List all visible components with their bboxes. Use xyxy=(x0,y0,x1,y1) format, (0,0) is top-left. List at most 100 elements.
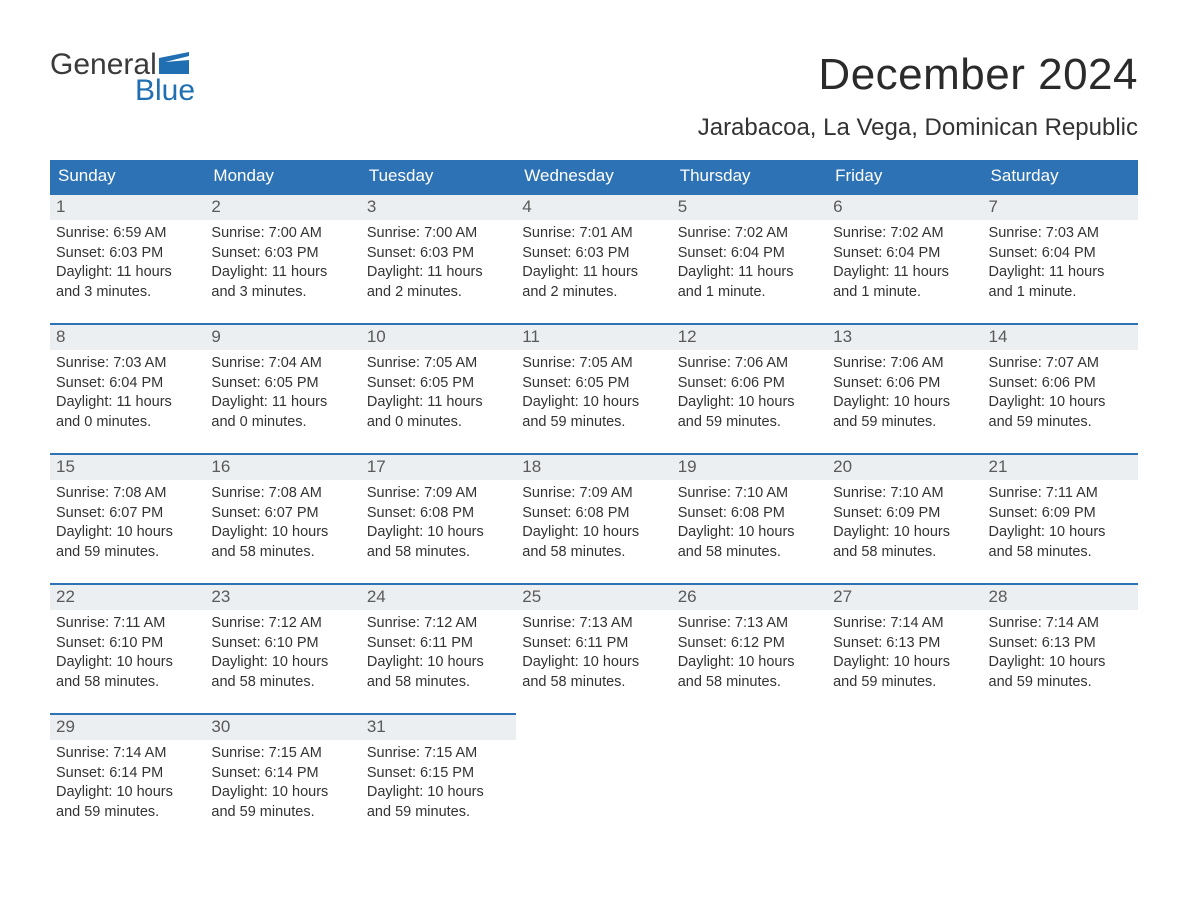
day-number: 22 xyxy=(50,583,205,610)
day-details: Sunrise: 7:12 AMSunset: 6:11 PMDaylight:… xyxy=(361,610,516,698)
sunrise-text: Sunrise: 7:04 AM xyxy=(211,354,354,374)
day-cell: 28Sunrise: 7:14 AMSunset: 6:13 PMDayligh… xyxy=(983,583,1138,713)
daylight-text: Daylight: 10 hours and 59 minutes. xyxy=(833,653,976,692)
day-cell: 1Sunrise: 6:59 AMSunset: 6:03 PMDaylight… xyxy=(50,193,205,323)
sunset-text: Sunset: 6:09 PM xyxy=(989,504,1132,524)
sunset-text: Sunset: 6:07 PM xyxy=(56,504,199,524)
weekday-header: Thursday xyxy=(672,160,827,193)
weekday-header: Wednesday xyxy=(516,160,671,193)
day-details: Sunrise: 7:03 AMSunset: 6:04 PMDaylight:… xyxy=(983,220,1138,308)
sunset-text: Sunset: 6:08 PM xyxy=(678,504,821,524)
weekday-header-row: Sunday Monday Tuesday Wednesday Thursday… xyxy=(50,160,1138,193)
sunrise-text: Sunrise: 7:11 AM xyxy=(989,484,1132,504)
calendar: Sunday Monday Tuesday Wednesday Thursday… xyxy=(50,160,1138,843)
day-cell: 8Sunrise: 7:03 AMSunset: 6:04 PMDaylight… xyxy=(50,323,205,453)
sunset-text: Sunset: 6:08 PM xyxy=(522,504,665,524)
sunrise-text: Sunrise: 6:59 AM xyxy=(56,224,199,244)
sunset-text: Sunset: 6:04 PM xyxy=(833,244,976,264)
day-details: Sunrise: 7:11 AMSunset: 6:09 PMDaylight:… xyxy=(983,480,1138,568)
sunrise-text: Sunrise: 7:03 AM xyxy=(989,224,1132,244)
daylight-text: Daylight: 10 hours and 58 minutes. xyxy=(367,523,510,562)
sunrise-text: Sunrise: 7:03 AM xyxy=(56,354,199,374)
sunrise-text: Sunrise: 7:07 AM xyxy=(989,354,1132,374)
daylight-text: Daylight: 10 hours and 58 minutes. xyxy=(56,653,199,692)
day-cell: 30Sunrise: 7:15 AMSunset: 6:14 PMDayligh… xyxy=(205,713,360,843)
sunrise-text: Sunrise: 7:12 AM xyxy=(367,614,510,634)
day-cell: 18Sunrise: 7:09 AMSunset: 6:08 PMDayligh… xyxy=(516,453,671,583)
day-number: 13 xyxy=(827,323,982,350)
day-details: Sunrise: 7:15 AMSunset: 6:15 PMDaylight:… xyxy=(361,740,516,828)
day-cell: 5Sunrise: 7:02 AMSunset: 6:04 PMDaylight… xyxy=(672,193,827,323)
daylight-text: Daylight: 10 hours and 58 minutes. xyxy=(211,523,354,562)
day-cell: 23Sunrise: 7:12 AMSunset: 6:10 PMDayligh… xyxy=(205,583,360,713)
sunset-text: Sunset: 6:11 PM xyxy=(367,634,510,654)
day-cell: 25Sunrise: 7:13 AMSunset: 6:11 PMDayligh… xyxy=(516,583,671,713)
daylight-text: Daylight: 10 hours and 58 minutes. xyxy=(211,653,354,692)
daylight-text: Daylight: 11 hours and 0 minutes. xyxy=(56,393,199,432)
day-number: 6 xyxy=(827,193,982,220)
week-row: 1Sunrise: 6:59 AMSunset: 6:03 PMDaylight… xyxy=(50,193,1138,323)
sunset-text: Sunset: 6:03 PM xyxy=(522,244,665,264)
sunset-text: Sunset: 6:06 PM xyxy=(833,374,976,394)
day-number: 5 xyxy=(672,193,827,220)
sunset-text: Sunset: 6:14 PM xyxy=(211,764,354,784)
sunrise-text: Sunrise: 7:05 AM xyxy=(367,354,510,374)
logo-word-blue: Blue xyxy=(135,76,195,106)
day-cell: 19Sunrise: 7:10 AMSunset: 6:08 PMDayligh… xyxy=(672,453,827,583)
day-number: 27 xyxy=(827,583,982,610)
day-details: Sunrise: 7:13 AMSunset: 6:12 PMDaylight:… xyxy=(672,610,827,698)
daylight-text: Daylight: 10 hours and 58 minutes. xyxy=(989,523,1132,562)
day-cell: 4Sunrise: 7:01 AMSunset: 6:03 PMDaylight… xyxy=(516,193,671,323)
day-number: 31 xyxy=(361,713,516,740)
day-details: Sunrise: 7:02 AMSunset: 6:04 PMDaylight:… xyxy=(672,220,827,308)
logo: General Blue xyxy=(50,50,195,106)
daylight-text: Daylight: 10 hours and 58 minutes. xyxy=(678,653,821,692)
day-cell xyxy=(672,713,827,843)
sunset-text: Sunset: 6:13 PM xyxy=(989,634,1132,654)
day-details: Sunrise: 7:10 AMSunset: 6:08 PMDaylight:… xyxy=(672,480,827,568)
daylight-text: Daylight: 11 hours and 0 minutes. xyxy=(367,393,510,432)
header-region: General Blue December 2024 Jarabacoa, La… xyxy=(50,50,1138,142)
sunset-text: Sunset: 6:08 PM xyxy=(367,504,510,524)
day-cell: 6Sunrise: 7:02 AMSunset: 6:04 PMDaylight… xyxy=(827,193,982,323)
day-details: Sunrise: 7:10 AMSunset: 6:09 PMDaylight:… xyxy=(827,480,982,568)
month-title: December 2024 xyxy=(698,50,1138,100)
day-number: 26 xyxy=(672,583,827,610)
sunset-text: Sunset: 6:07 PM xyxy=(211,504,354,524)
sunrise-text: Sunrise: 7:10 AM xyxy=(678,484,821,504)
daylight-text: Daylight: 10 hours and 59 minutes. xyxy=(678,393,821,432)
day-details: Sunrise: 7:09 AMSunset: 6:08 PMDaylight:… xyxy=(516,480,671,568)
day-number: 12 xyxy=(672,323,827,350)
sunrise-text: Sunrise: 7:15 AM xyxy=(211,744,354,764)
week-row: 29Sunrise: 7:14 AMSunset: 6:14 PMDayligh… xyxy=(50,713,1138,843)
sunset-text: Sunset: 6:04 PM xyxy=(678,244,821,264)
day-cell: 7Sunrise: 7:03 AMSunset: 6:04 PMDaylight… xyxy=(983,193,1138,323)
daylight-text: Daylight: 10 hours and 58 minutes. xyxy=(678,523,821,562)
weekday-header: Sunday xyxy=(50,160,205,193)
day-cell: 13Sunrise: 7:06 AMSunset: 6:06 PMDayligh… xyxy=(827,323,982,453)
day-number: 24 xyxy=(361,583,516,610)
day-cell: 16Sunrise: 7:08 AMSunset: 6:07 PMDayligh… xyxy=(205,453,360,583)
sunset-text: Sunset: 6:04 PM xyxy=(56,374,199,394)
sunset-text: Sunset: 6:03 PM xyxy=(367,244,510,264)
day-details: Sunrise: 7:05 AMSunset: 6:05 PMDaylight:… xyxy=(361,350,516,438)
day-number: 10 xyxy=(361,323,516,350)
day-details: Sunrise: 7:14 AMSunset: 6:14 PMDaylight:… xyxy=(50,740,205,828)
day-details: Sunrise: 7:00 AMSunset: 6:03 PMDaylight:… xyxy=(361,220,516,308)
daylight-text: Daylight: 11 hours and 1 minute. xyxy=(833,263,976,302)
sunrise-text: Sunrise: 7:15 AM xyxy=(367,744,510,764)
sunrise-text: Sunrise: 7:08 AM xyxy=(56,484,199,504)
daylight-text: Daylight: 11 hours and 1 minute. xyxy=(678,263,821,302)
day-details: Sunrise: 7:08 AMSunset: 6:07 PMDaylight:… xyxy=(50,480,205,568)
sunrise-text: Sunrise: 7:09 AM xyxy=(367,484,510,504)
day-cell: 15Sunrise: 7:08 AMSunset: 6:07 PMDayligh… xyxy=(50,453,205,583)
day-number: 7 xyxy=(983,193,1138,220)
daylight-text: Daylight: 10 hours and 59 minutes. xyxy=(56,523,199,562)
day-details: Sunrise: 6:59 AMSunset: 6:03 PMDaylight:… xyxy=(50,220,205,308)
day-details: Sunrise: 7:05 AMSunset: 6:05 PMDaylight:… xyxy=(516,350,671,438)
sunrise-text: Sunrise: 7:14 AM xyxy=(989,614,1132,634)
daylight-text: Daylight: 10 hours and 58 minutes. xyxy=(522,523,665,562)
day-cell xyxy=(827,713,982,843)
title-block: December 2024 Jarabacoa, La Vega, Domini… xyxy=(698,50,1138,142)
sunrise-text: Sunrise: 7:06 AM xyxy=(678,354,821,374)
